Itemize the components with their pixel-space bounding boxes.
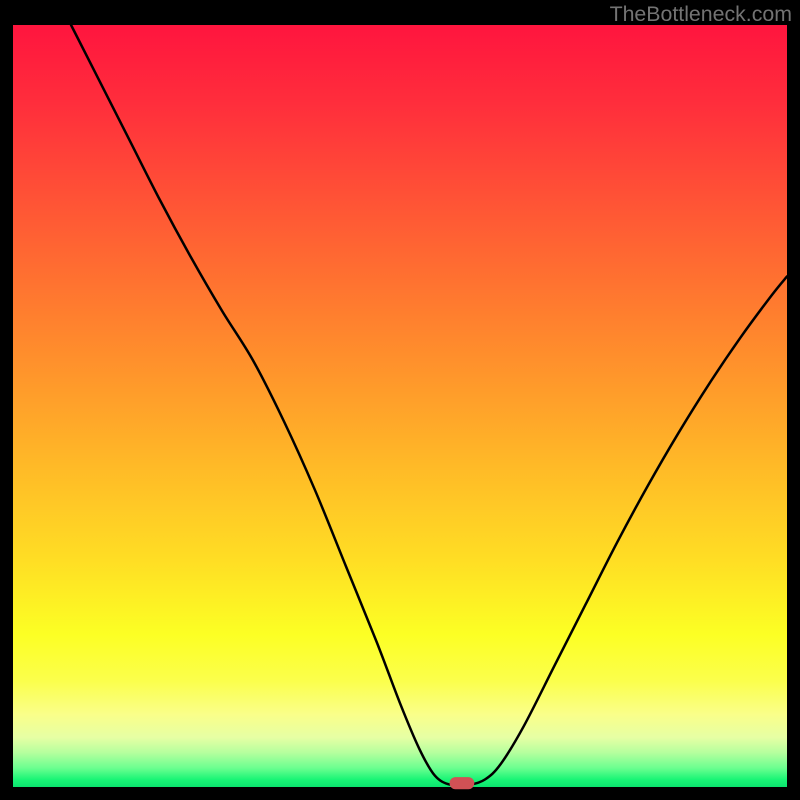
watermark-text: TheBottleneck.com bbox=[610, 2, 792, 27]
chart-container: TheBottleneck.com bbox=[0, 0, 800, 800]
bottleneck-chart bbox=[0, 0, 800, 800]
optimal-marker bbox=[450, 777, 475, 789]
